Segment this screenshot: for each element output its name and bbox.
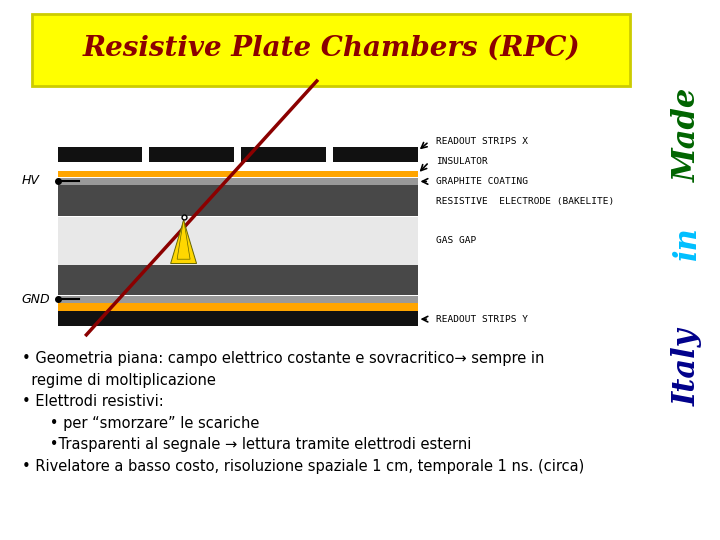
Bar bbox=[241, 147, 325, 162]
Bar bbox=[58, 171, 418, 177]
Bar bbox=[333, 147, 418, 162]
Text: READOUT STRIPS Y: READOUT STRIPS Y bbox=[436, 315, 528, 323]
Text: GRAPHITE COATING: GRAPHITE COATING bbox=[436, 177, 528, 186]
Bar bbox=[58, 147, 143, 162]
Text: Made: Made bbox=[672, 88, 703, 182]
FancyBboxPatch shape bbox=[32, 14, 630, 86]
Text: HV: HV bbox=[22, 174, 40, 187]
Bar bbox=[58, 296, 418, 303]
Text: Resistive Plate Chambers (RPC): Resistive Plate Chambers (RPC) bbox=[82, 35, 580, 62]
Bar bbox=[58, 217, 418, 265]
Bar bbox=[58, 185, 418, 216]
Text: Italy: Italy bbox=[672, 328, 703, 406]
Text: • Geometria piana: campo elettrico costante e sovracritico→ sempre in
  regime d: • Geometria piana: campo elettrico costa… bbox=[22, 351, 584, 474]
Text: INSULATOR: INSULATOR bbox=[436, 158, 487, 166]
Bar bbox=[58, 178, 418, 185]
Polygon shape bbox=[171, 220, 197, 264]
Polygon shape bbox=[177, 219, 190, 259]
Text: GND: GND bbox=[22, 293, 50, 306]
Bar bbox=[58, 311, 418, 326]
Text: READOUT STRIPS X: READOUT STRIPS X bbox=[436, 137, 528, 146]
Bar bbox=[58, 265, 418, 295]
Bar bbox=[58, 303, 418, 310]
Text: GAS GAP: GAS GAP bbox=[436, 237, 476, 245]
Text: in: in bbox=[672, 226, 703, 260]
Text: RESISTIVE  ELECTRODE (BAKELITE): RESISTIVE ELECTRODE (BAKELITE) bbox=[436, 198, 614, 206]
Bar bbox=[150, 147, 234, 162]
